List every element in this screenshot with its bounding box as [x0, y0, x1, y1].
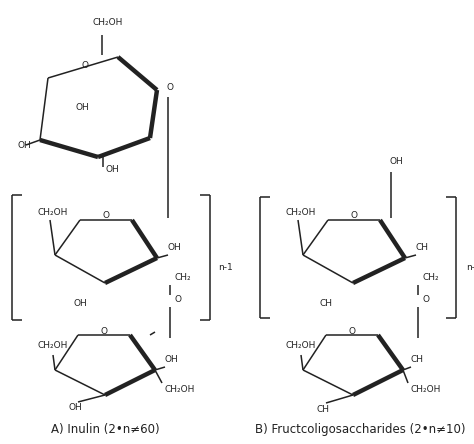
Text: CH₂OH: CH₂OH [286, 209, 316, 218]
Text: CH₂OH: CH₂OH [38, 209, 68, 218]
Text: O: O [350, 211, 357, 221]
Text: O: O [100, 326, 108, 336]
Text: O: O [348, 326, 356, 336]
Text: CH₂OH: CH₂OH [93, 19, 123, 28]
Text: CH₂: CH₂ [423, 274, 439, 282]
Text: CH: CH [416, 243, 429, 253]
Text: OH: OH [105, 166, 119, 174]
Text: A) Inulin (2•n≠60): A) Inulin (2•n≠60) [51, 424, 159, 436]
Text: B) Fructcoligosaccharides (2•n≠10): B) Fructcoligosaccharides (2•n≠10) [255, 424, 465, 436]
Text: CH: CH [319, 298, 332, 308]
Text: O: O [167, 83, 174, 92]
Text: OH: OH [390, 158, 404, 166]
Text: CH: CH [317, 405, 329, 415]
Text: n-1: n-1 [466, 263, 474, 273]
Text: CH₂OH: CH₂OH [165, 385, 195, 395]
Text: CH₂OH: CH₂OH [286, 341, 316, 349]
Text: O: O [175, 296, 182, 305]
Text: OH: OH [68, 404, 82, 412]
Text: CH₂OH: CH₂OH [38, 341, 68, 349]
Text: O: O [423, 296, 430, 305]
Text: n-1: n-1 [218, 263, 233, 273]
Text: CH₂OH: CH₂OH [411, 385, 441, 395]
Text: OH: OH [168, 243, 182, 253]
Text: OH: OH [75, 103, 89, 112]
Text: O: O [102, 211, 109, 221]
Text: OH: OH [18, 140, 32, 150]
Text: OH: OH [73, 298, 87, 308]
Text: CH: CH [411, 356, 424, 365]
Text: OH: OH [165, 356, 179, 365]
Text: CH₂: CH₂ [175, 274, 191, 282]
Text: O: O [82, 61, 89, 70]
